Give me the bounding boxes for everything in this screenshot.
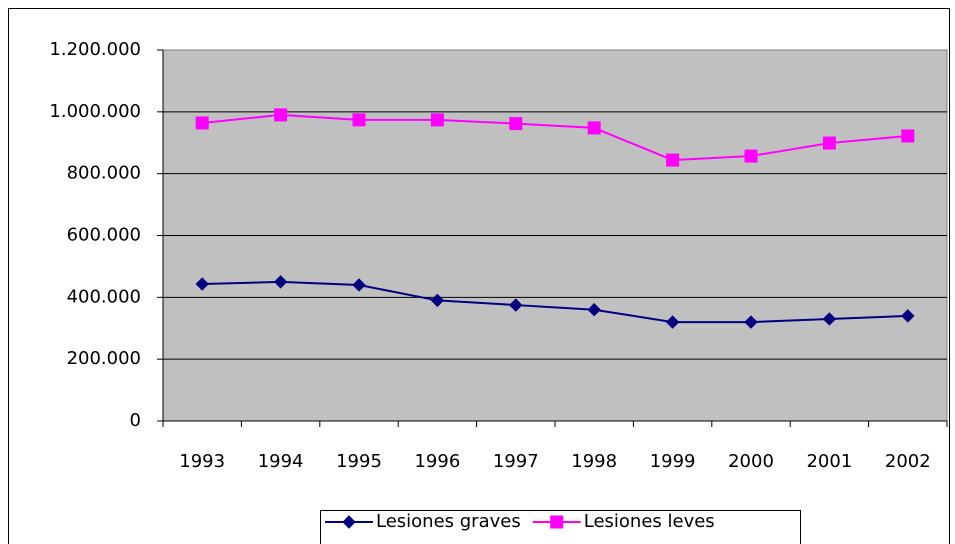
legend-marker	[550, 515, 564, 529]
data-point	[352, 278, 366, 292]
x-tick-label: 1995	[336, 451, 382, 472]
data-point	[666, 153, 680, 167]
y-tick-label: 800.000	[67, 163, 141, 184]
x-tick-label: 1994	[258, 451, 304, 472]
y-tick-label: 1.000.000	[49, 101, 141, 122]
x-tick-label: 1999	[650, 451, 696, 472]
y-tick-label: 1.200.000	[49, 39, 141, 60]
y-tick-label: 400.000	[67, 286, 141, 307]
data-point	[195, 277, 209, 291]
data-point	[509, 298, 523, 312]
x-tick-label: 2002	[885, 451, 931, 472]
data-point	[901, 309, 915, 323]
data-point	[352, 113, 366, 127]
legend-label: Lesiones leves	[584, 511, 715, 532]
data-point	[195, 116, 209, 130]
data-point	[509, 117, 523, 131]
series-line	[202, 280, 908, 324]
legend-marker	[342, 515, 356, 529]
data-point	[744, 149, 758, 163]
x-tick-label: 1993	[179, 451, 225, 472]
data-point	[822, 136, 836, 150]
x-tick-label: 1997	[493, 451, 539, 472]
data-point	[901, 129, 915, 143]
data-point	[744, 315, 758, 329]
y-tick-label: 0	[130, 410, 141, 431]
data-point	[274, 108, 288, 122]
x-tick-label: 2001	[806, 451, 852, 472]
data-point	[430, 113, 444, 127]
data-point	[665, 315, 680, 329]
data-point	[587, 121, 601, 135]
data-point	[822, 312, 837, 326]
data-point	[273, 275, 288, 289]
y-tick-label: 600.000	[67, 225, 141, 246]
series-line	[202, 113, 908, 162]
data-point	[587, 302, 601, 317]
x-tick-label: 1996	[414, 451, 460, 472]
x-tick-label: 2000	[728, 451, 774, 472]
legend-label: Lesiones graves	[376, 511, 521, 532]
y-tick-label: 200.000	[67, 348, 141, 369]
data-point	[430, 293, 445, 308]
x-tick-label: 1998	[571, 451, 617, 472]
